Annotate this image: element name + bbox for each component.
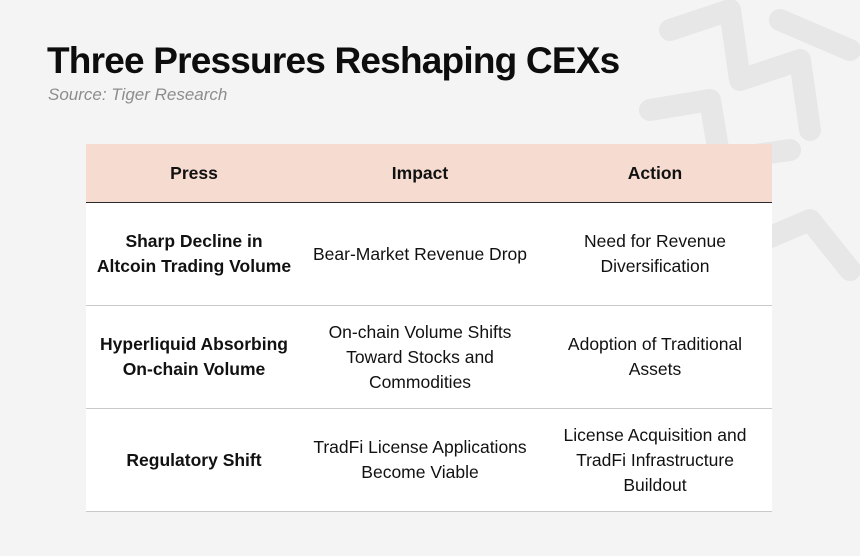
press-cell: Regulatory Shift <box>126 449 262 470</box>
pressures-table: Press Impact Action Sharp Decline in Alt… <box>86 144 772 512</box>
column-header-impact: Impact <box>391 162 449 183</box>
table-row: Regulatory Shift TradFi License Applicat… <box>86 409 772 512</box>
column-header-press: Press <box>170 162 218 183</box>
table-header-row: Press Impact Action <box>86 144 772 203</box>
column-header-action: Action <box>627 162 683 183</box>
press-cell: Hyperliquid Absorbing On-chain Volume <box>100 334 288 379</box>
impact-cell: On-chain Volume Shifts Toward Stocks and… <box>328 321 512 392</box>
table-row: Hyperliquid Absorbing On-chain Volume On… <box>86 306 772 409</box>
impact-cell: TradFi License Applications Become Viabl… <box>313 437 527 482</box>
press-cell: Sharp Decline in Altcoin Trading Volume <box>96 231 292 276</box>
table-row: Sharp Decline in Altcoin Trading Volume … <box>86 203 772 306</box>
page-title: Three Pressures Reshaping CEXs <box>47 40 620 81</box>
action-cell: Adoption of Traditional Assets <box>567 334 743 379</box>
impact-cell: Bear-Market Revenue Drop <box>313 243 527 264</box>
action-cell: License Acquisition and TradFi Infrastru… <box>563 424 747 495</box>
action-cell: Need for Revenue Diversification <box>583 231 727 276</box>
source-caption: Source: Tiger Research <box>48 85 228 104</box>
